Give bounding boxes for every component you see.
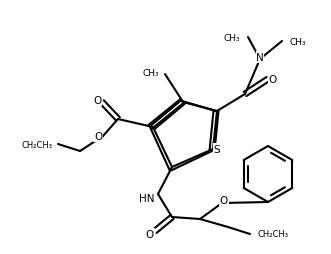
Text: N: N xyxy=(256,53,264,63)
Text: HN: HN xyxy=(138,193,154,203)
Text: S: S xyxy=(214,145,220,154)
Text: CH₃: CH₃ xyxy=(142,68,159,77)
Text: CH₃: CH₃ xyxy=(223,33,240,42)
Text: CH₂CH₃: CH₂CH₃ xyxy=(258,230,289,239)
Text: O: O xyxy=(269,75,277,85)
Text: O: O xyxy=(94,132,102,141)
Text: O: O xyxy=(93,96,101,106)
Text: CH₂CH₃: CH₂CH₃ xyxy=(21,140,52,149)
Text: O: O xyxy=(146,229,154,239)
Text: O: O xyxy=(220,195,228,205)
Text: CH₃: CH₃ xyxy=(290,37,307,46)
